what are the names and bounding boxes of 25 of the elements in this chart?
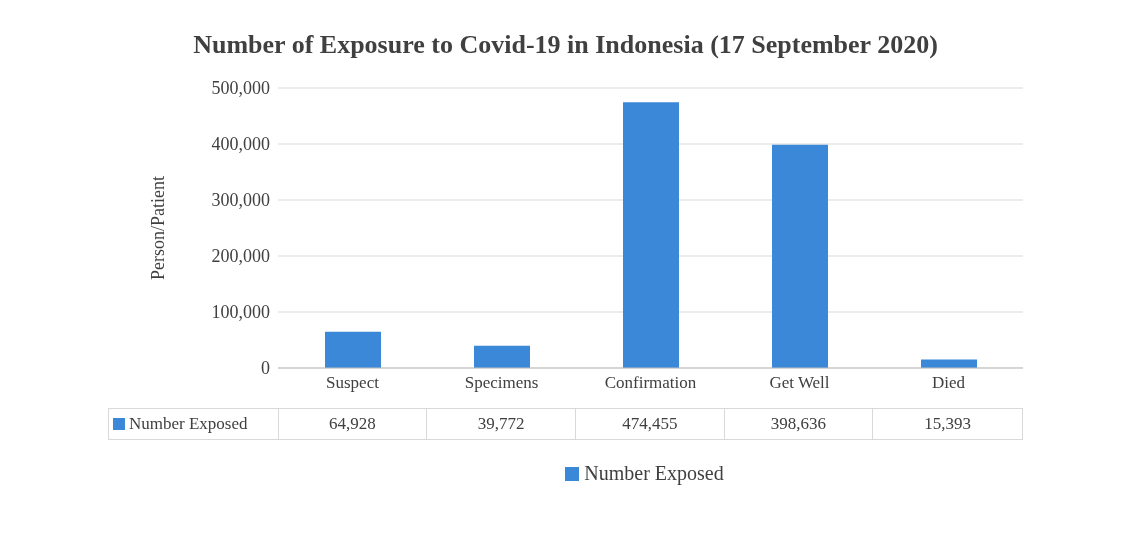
y-tick-label: 0 [261, 358, 270, 379]
chart-title: Number of Exposure to Covid-19 in Indonesia (17 September 2020) [192, 29, 939, 61]
x-tick-label: Confirmation [604, 373, 697, 393]
y-tick-label: 200,000 [211, 246, 270, 267]
bar [325, 331, 381, 368]
data-label: 39,772 [427, 409, 576, 439]
y-tick-label: 100,000 [211, 302, 270, 323]
bar [921, 359, 977, 368]
x-tick-label: Suspect [326, 373, 380, 393]
x-tick-label: Specimens [464, 373, 539, 393]
y-tick-label: 300,000 [211, 190, 270, 211]
text: Number Exposed [584, 462, 724, 484]
x-tick-label: Died [931, 373, 966, 393]
x-tick-label: Get Well [769, 373, 830, 393]
data-label: 474,455 [575, 409, 725, 439]
data-label: 398,636 [724, 409, 874, 439]
data-label: 64,928 [278, 409, 428, 439]
y-tick-label: 400,000 [211, 134, 270, 155]
data-label: 15,393 [923, 413, 973, 435]
bar [474, 345, 530, 368]
bar [623, 102, 679, 368]
y-axis-title: Person/Patient [148, 176, 169, 280]
legend-label: Number Exposed [129, 414, 248, 434]
bar [772, 144, 828, 368]
y-tick-label: 500,000 [211, 78, 270, 99]
